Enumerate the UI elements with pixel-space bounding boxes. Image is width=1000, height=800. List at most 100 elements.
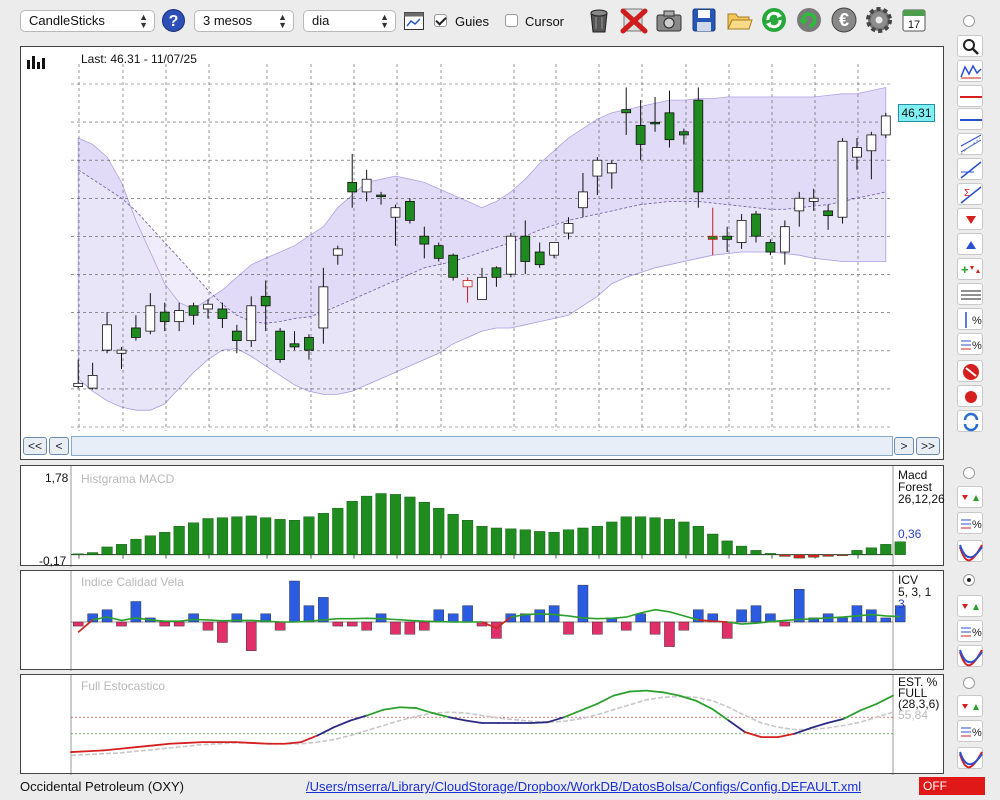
candle-body (679, 131, 689, 136)
stochastic-panel[interactable]: Full Estocastico EST. % FULL (28,3,6) 55… (20, 674, 944, 775)
candle-body (765, 242, 776, 253)
arrow-up-icon[interactable] (957, 233, 983, 255)
trend-line-icon[interactable] (957, 158, 983, 180)
range-percent-icon[interactable]: % (957, 308, 983, 330)
stoch-k-segment (727, 719, 746, 734)
period-select[interactable]: 3 mesos ▲ ▼ (194, 10, 294, 32)
stoch-title: Full Estocastico (81, 679, 166, 693)
euro-icon[interactable]: € (830, 6, 858, 34)
fibonacci-icon[interactable]: Σ (957, 183, 983, 205)
icv-arrows-icon[interactable] (957, 595, 983, 617)
chart-type-select[interactable]: CandleSticks ▲ ▼ (20, 10, 155, 32)
stoch-lines-percent-icon[interactable]: % (957, 720, 983, 742)
cursor-checkbox[interactable] (505, 14, 518, 27)
icv-bar (173, 621, 185, 627)
record-icon[interactable] (957, 385, 983, 407)
indicator-chart-icon[interactable] (957, 60, 983, 82)
icv-curve-icon[interactable] (957, 645, 983, 667)
icv-lines-percent-icon[interactable]: % (957, 620, 983, 642)
lines-list-icon[interactable] (957, 283, 983, 305)
candle-body (837, 140, 848, 218)
stoch-k-segment (711, 708, 730, 722)
price-chart-panel[interactable]: Last: 46.31 - 11/07/25 46,31 << < > >> (20, 46, 944, 460)
channel-icon[interactable] (957, 133, 983, 155)
macd-bar (202, 518, 214, 555)
candle-body (347, 182, 358, 193)
macd-bar (115, 544, 128, 555)
icv-bar (231, 613, 243, 623)
macd-bar (620, 516, 632, 555)
stoch-k-segment (777, 732, 796, 739)
icv-bar (447, 613, 459, 623)
candle-body (145, 305, 156, 332)
stoch-panel-radio[interactable] (963, 677, 975, 689)
macd-lines-percent-icon[interactable]: % (957, 512, 983, 534)
candle-body (650, 121, 660, 125)
macd-bar (692, 526, 704, 555)
icv-bar (433, 609, 444, 623)
nav-prev-button[interactable]: < (49, 437, 69, 455)
candle-body (188, 305, 199, 316)
macd-bar (433, 507, 445, 555)
chart-settings-icon[interactable] (404, 12, 424, 30)
reload-icon[interactable] (795, 6, 823, 34)
save-icon[interactable] (690, 6, 718, 34)
interval-select[interactable]: dia ▲ ▼ (303, 10, 396, 32)
macd-bar (822, 554, 834, 557)
timeline-scroller[interactable] (71, 436, 893, 456)
horizontal-blue-line-icon[interactable] (957, 108, 983, 130)
gear-icon[interactable] (865, 6, 893, 34)
icv-panel[interactable]: Indice Calidad Vela ICV 5, 3, 1 3 (20, 570, 944, 671)
icv-bar (721, 621, 733, 639)
trash-icon[interactable] (585, 6, 613, 34)
macd-bar (260, 517, 272, 555)
delete-icon[interactable] (620, 6, 648, 34)
icv-panel-radio[interactable] (963, 574, 975, 586)
macd-panel[interactable]: Histgrama MACD 1,78 -0,17 Macd Forest 26… (20, 465, 945, 568)
stoch-k-segment (661, 691, 681, 697)
stoch-arrows-icon[interactable] (957, 695, 983, 717)
no-entry-icon[interactable] (957, 360, 983, 382)
candle-body (563, 223, 574, 234)
candle-body (203, 303, 213, 310)
stoch-k-segment (366, 708, 385, 717)
macd-bar (288, 520, 301, 555)
nav-first-button[interactable]: << (23, 437, 47, 455)
stoch-k-segment (300, 734, 319, 743)
stoch-k-segment (809, 722, 829, 729)
add-arrows-icon[interactable]: + (957, 258, 983, 280)
svg-text:+: + (961, 262, 969, 277)
macd-bar (101, 546, 113, 555)
main-panel-radio[interactable] (963, 15, 975, 27)
nav-next-button[interactable]: > (894, 437, 914, 455)
stoch-k-segment (349, 714, 368, 722)
calendar-icon[interactable]: 17 (900, 6, 928, 34)
zoom-icon[interactable] (957, 35, 983, 57)
refresh-icon[interactable] (760, 6, 788, 34)
macd-panel-radio[interactable] (963, 467, 975, 479)
macd-bar (894, 541, 906, 555)
lines-percent-icon[interactable]: % (957, 333, 983, 355)
macd-arrows-icon[interactable] (957, 486, 983, 508)
help-icon[interactable]: ? (161, 8, 186, 33)
guides-checkbox[interactable] (434, 14, 447, 27)
arrow-down-icon[interactable] (957, 208, 983, 230)
icv-bar (736, 609, 747, 623)
horizontal-red-line-icon[interactable] (957, 85, 983, 107)
config-path-link[interactable]: /Users/mserra/Library/CloudStorage/Dropb… (306, 779, 862, 794)
stoch-curve-icon[interactable] (957, 747, 983, 769)
stoch-k-segment (826, 717, 845, 724)
stoch-k-segment (431, 712, 451, 719)
candle-body (102, 324, 112, 351)
stoch-k-segment (135, 744, 155, 748)
stoch-k-segment (563, 709, 582, 719)
nav-last-button[interactable]: >> (916, 437, 940, 455)
open-folder-icon[interactable] (725, 6, 753, 34)
icv-bar (750, 605, 762, 623)
macd-curve-icon[interactable] (957, 540, 983, 562)
candle-body (361, 178, 372, 193)
sync-icon[interactable] (957, 410, 983, 432)
stoch-right-title: EST. % (898, 675, 938, 689)
candle-body (664, 112, 675, 141)
camera-icon[interactable] (655, 6, 683, 34)
